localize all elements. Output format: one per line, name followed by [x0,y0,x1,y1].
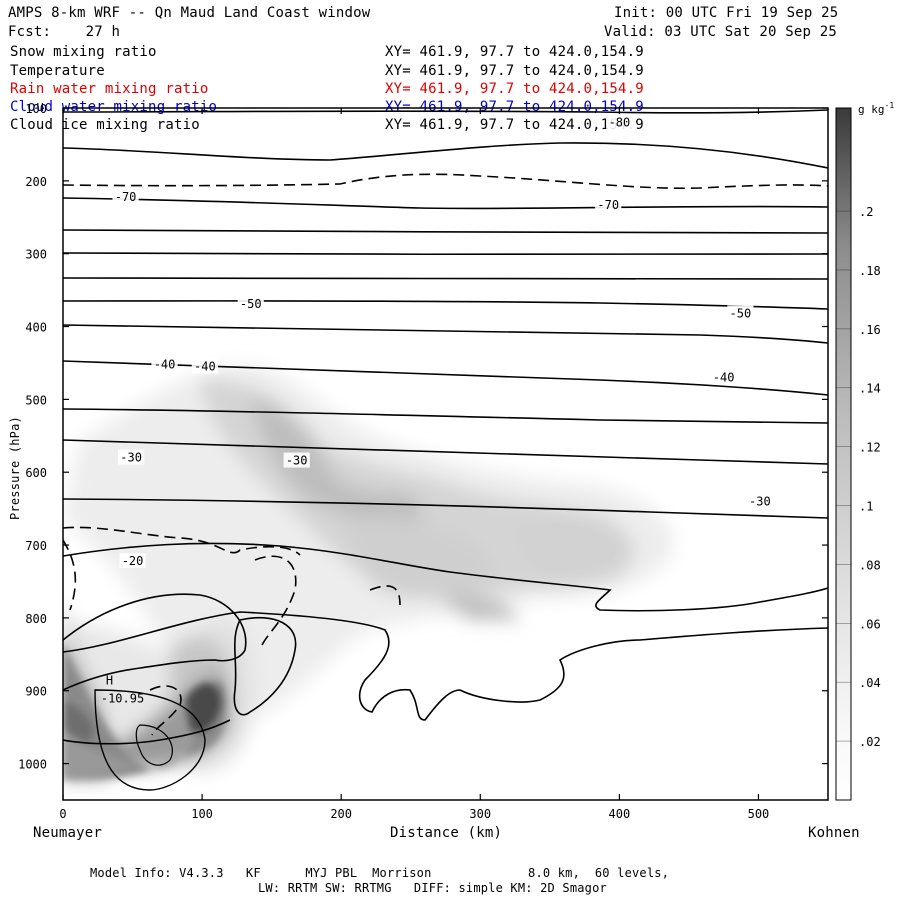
contour-label: -80 [609,116,631,130]
temperature-contours [63,109,828,791]
contour-label-bg [595,196,622,212]
chart-title: AMPS 8-km WRF -- Qn Maud Land Coast wind… [8,5,371,21]
physics-info: LW: RRTM SW: RRTMG DIFF: simple KM: 2D S… [258,881,607,895]
x-end-label: Kohnen [808,825,860,841]
y-tick-label: 500 [25,393,47,407]
x-tick-label: 500 [748,807,770,821]
y-tick-label: 300 [25,248,47,262]
contour-label-bg [151,356,178,372]
contour-label: -30 [286,454,308,468]
axes: 0 100 200 300 400 500 100 200 300 400 500 600 700 800… [18,102,828,821]
colorbar-ticks: .02 .04 .06 .08 .1 .12 .14 .16 .18 .2 [836,205,881,749]
max-marker-label: H [106,673,113,687]
x-tick-label: 100 [191,807,213,821]
model-info: Model Info: V4.3.3 KF MYJ PBL Morrison 8… [90,866,670,880]
contour-label-bg [237,295,264,311]
colorbar-tick-label: .16 [859,323,881,337]
x-axis-label: Distance (km) [390,825,503,841]
forecast-hour: Fcst: 27 h [8,24,121,40]
x-start-label: Neumayer [33,825,103,841]
field-name: Cloud water mixing ratio [10,99,218,115]
contour-label-bg [112,188,139,204]
contour-label-bg [746,493,773,509]
field-xy: XY= 461.9, 97.7 to 424.0,154.9 [385,44,644,60]
contour-label: -40 [154,357,176,371]
colorbar-tick-label: .08 [859,558,881,572]
contour-label-bg [283,452,310,468]
max-marker-value: -10.95 [101,691,144,705]
dashed-contours [63,173,828,736]
field-name: Temperature [10,63,105,79]
contour-label: -70 [115,190,137,204]
colorbar-tick-label: .02 [859,735,881,749]
colorbar-gradient [835,107,852,801]
y-tick-label: 800 [25,612,47,626]
plot-frame [62,107,829,801]
x-tick-label: 400 [609,807,631,821]
colorbar-tick-label: .06 [859,617,881,631]
contour-label-bg [710,369,737,385]
contour-label-bg [606,114,633,130]
valid-time: Valid: 03 UTC Sat 20 Sep 25 [604,24,837,40]
contour-label: -70 [597,198,619,212]
x-tick-label: 200 [330,807,352,821]
contour-label: -50 [730,306,752,320]
field-xy: XY= 461.9, 97.7 to 424.0,154.9 [385,63,644,79]
colorbar-tick-label: .1 [859,500,873,514]
contour-label: -40 [713,371,735,385]
field-xy: XY= 461.9, 97.7 to 424.0,154.9 [385,81,644,97]
y-tick-label: 400 [25,321,47,335]
contour-label-bg [118,449,145,465]
y-tick-label: 1000 [18,758,47,772]
field-name: Cloud ice mixing ratio [10,117,200,133]
colorbar-tick-label: .18 [859,264,881,278]
contour-label: -30 [749,494,771,508]
init-time: Init: 00 UTC Fri 19 Sep 25 [614,5,839,21]
contour-label-bg [727,305,754,321]
y-tick-label: 600 [25,466,47,480]
y-axis-label: Pressure (hPa) [8,416,22,520]
contour-labels: -80 -70 -70 -50 -50 -40 -40 -40 -30 -30 -30 -20 H -10… [101,114,773,705]
colorbar-tick-label: .2 [859,205,873,219]
colorbar-units: g kg-1 [858,101,894,116]
contour-label-bg [119,553,146,569]
contour-label: -40 [194,360,216,374]
colorbar-tick-label: .04 [859,676,881,690]
colorbar-tick-label: .14 [859,382,881,396]
field-name: Snow mixing ratio [10,44,157,60]
mixing-ratio-shading [63,364,674,790]
field-name: Rain water mixing ratio [10,81,209,97]
contour-label: -50 [240,297,262,311]
y-tick-label: 700 [25,539,47,553]
y-tick-label: 200 [25,175,47,189]
contour-label: -30 [120,451,142,465]
contour-label-bg [191,358,218,374]
x-tick-label: 0 [59,807,66,821]
colorbar-tick-label: .12 [859,441,881,455]
colorbar: .02 .04 .06 .08 .1 .12 .14 .16 .18 .2 g kg-1 [835,101,894,801]
x-tick-label: 300 [469,807,491,821]
y-tick-label: 100 [25,102,47,116]
y-tick-label: 900 [25,685,47,699]
contour-label: -20 [122,554,144,568]
